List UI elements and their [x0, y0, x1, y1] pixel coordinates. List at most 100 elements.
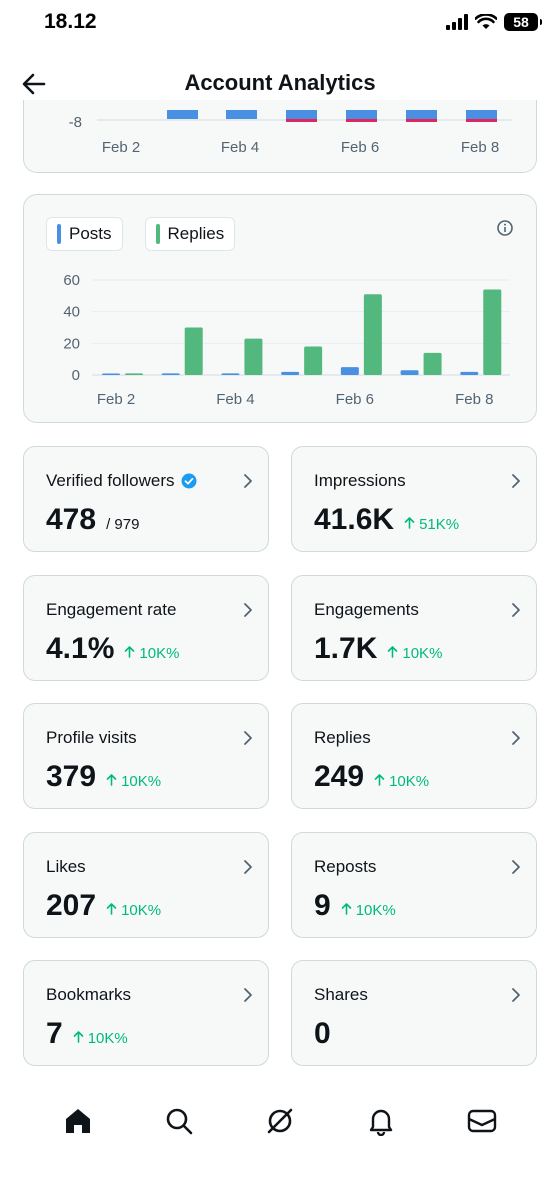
- bar-posts-feb-4: [221, 373, 240, 375]
- metric-value: 7: [46, 1017, 63, 1050]
- metric-label: Reposts: [314, 857, 376, 877]
- info-icon[interactable]: [496, 219, 514, 237]
- legend-posts-label: Posts: [69, 224, 112, 243]
- x-tick-label: Feb 2: [97, 391, 135, 408]
- bar-posts-feb-6: [340, 367, 359, 375]
- top-chart-bar: [226, 110, 257, 119]
- metric-change-text: 10K%: [87, 1030, 128, 1047]
- arrow-up-icon: [73, 1031, 83, 1043]
- metric-label: Likes: [46, 857, 86, 877]
- metric-label-text: Replies: [314, 728, 371, 747]
- metric-value: 379: [46, 760, 97, 793]
- top-chart-x-tick: Feb 6: [341, 139, 379, 156]
- arrow-up-icon: [106, 774, 117, 786]
- legend-replies-label: Replies: [167, 224, 225, 243]
- metric-label-text: Impressions: [314, 471, 406, 490]
- metric-value: 478: [46, 503, 97, 536]
- top-chart-bar: [466, 110, 497, 119]
- back-button[interactable]: [14, 64, 54, 104]
- metric-tile-engagement-rate[interactable]: Engagement rate 4.1% 10K%: [23, 574, 269, 681]
- metric-tile-reposts[interactable]: Reposts 9 10K%: [291, 831, 537, 938]
- metric-change: 10K%: [387, 645, 442, 662]
- bar-posts-feb-3: [161, 373, 180, 375]
- y-tick-label: 0: [72, 367, 80, 384]
- battery-level: 58: [513, 14, 529, 30]
- top-chart-bar: [167, 110, 198, 119]
- metric-change-text: 10K%: [389, 773, 430, 790]
- verified-badge-icon: [181, 473, 197, 489]
- metric-tile-profile-visits[interactable]: Profile visits 379 10K%: [23, 703, 269, 809]
- arrow-up-icon: [341, 902, 351, 915]
- metric-value-row: 0: [314, 1017, 331, 1051]
- top-chart-negative-bar: [286, 119, 317, 122]
- metric-value-row: 379 10K%: [46, 760, 161, 794]
- bar-replies-feb-3: [184, 327, 203, 375]
- metric-change: 10K%: [374, 773, 429, 790]
- metric-label-text: Verified followers: [46, 471, 175, 490]
- chevron-right-icon: [244, 988, 252, 1002]
- top-chart-bar: [286, 110, 317, 119]
- legend-posts-swatch: [57, 224, 61, 244]
- metric-value-row: 4.1% 10K%: [46, 632, 179, 666]
- nav-messages[interactable]: [458, 1097, 506, 1145]
- metric-tile-replies[interactable]: Replies 249 10K%: [291, 703, 537, 809]
- posts-replies-chart-card: Posts Replies 0 20 40 60 Feb 2 Feb 4 Feb 6 Feb …: [23, 194, 537, 423]
- top-chart-negative-bar: [346, 119, 377, 122]
- metric-value-row: 249 10K%: [314, 760, 429, 794]
- x-tick-label: Feb 4: [216, 391, 254, 408]
- metric-value: 41.6K: [314, 503, 395, 536]
- back-arrow-icon: [22, 73, 46, 95]
- metric-tile-verified-followers[interactable]: Verified followers 478 / 979: [23, 446, 269, 552]
- metric-label-text: Engagement rate: [46, 599, 177, 619]
- arrow-up-icon: [125, 645, 135, 658]
- chevron-right-icon: [244, 474, 252, 488]
- chevron-right-icon: [512, 602, 520, 617]
- metric-label: Engagements: [314, 600, 419, 620]
- bar-posts-feb-5: [281, 371, 300, 375]
- battery-icon: 58: [504, 13, 542, 31]
- legend-replies[interactable]: Replies: [144, 217, 236, 251]
- nav-notifications[interactable]: [357, 1097, 405, 1145]
- chevron-right-icon: [512, 988, 520, 1002]
- metric-label: Impressions: [314, 471, 406, 491]
- metric-label-text: Profile visits: [46, 728, 137, 747]
- metric-tile-bookmarks[interactable]: Bookmarks 7 10K%: [23, 960, 269, 1066]
- metric-tile-shares[interactable]: Shares 0: [291, 960, 537, 1066]
- metric-value: 0: [314, 1017, 331, 1050]
- metric-label: Replies: [314, 728, 371, 748]
- arrow-up-icon: [404, 517, 415, 529]
- arrow-up-icon: [106, 902, 117, 915]
- metric-label-text: Shares: [314, 985, 368, 1004]
- arrow-up-icon: [374, 774, 385, 786]
- metric-value: 207: [46, 888, 97, 922]
- chevron-right-icon: [512, 731, 520, 745]
- nav-home[interactable]: [54, 1097, 102, 1145]
- bar-replies-feb-7: [423, 352, 442, 375]
- chevron-right-icon: [512, 859, 520, 874]
- metric-change-text: 10K%: [139, 644, 180, 662]
- metric-value: 249: [314, 760, 365, 793]
- metric-tile-impressions[interactable]: Impressions 41.6K 51K%: [291, 446, 537, 552]
- bar-posts-feb-2: [102, 373, 120, 375]
- header: Account Analytics: [0, 58, 560, 108]
- metric-value-row: 478 / 979: [46, 503, 139, 537]
- legend-posts[interactable]: Posts: [46, 217, 123, 251]
- nav-search[interactable]: [155, 1097, 203, 1145]
- metric-change-text: 10K%: [402, 644, 443, 662]
- bar-replies-feb-5: [304, 346, 323, 375]
- metric-label-text: Likes: [46, 856, 86, 876]
- metric-value-row: 207 10K%: [46, 889, 161, 923]
- signal-icon: [446, 14, 468, 30]
- top-chart-x-tick: Feb 2: [102, 139, 140, 156]
- metric-change: 10K%: [124, 645, 179, 662]
- top-chart-card: -8 Feb 2 Feb 4 Feb 6 Feb 8: [23, 100, 537, 173]
- nav-grok[interactable]: [256, 1097, 304, 1145]
- metric-label: Engagement rate: [46, 600, 176, 620]
- metric-tile-engagements[interactable]: Engagements 1.7K 10K%: [291, 574, 537, 681]
- metric-change-text: 10K%: [355, 901, 396, 919]
- metric-change: 10K%: [73, 1030, 128, 1047]
- metric-change: 51K%: [404, 516, 459, 533]
- metric-tile-likes[interactable]: Likes 207 10K%: [23, 831, 269, 938]
- mail-icon: [467, 1109, 496, 1133]
- wifi-icon: [475, 14, 497, 29]
